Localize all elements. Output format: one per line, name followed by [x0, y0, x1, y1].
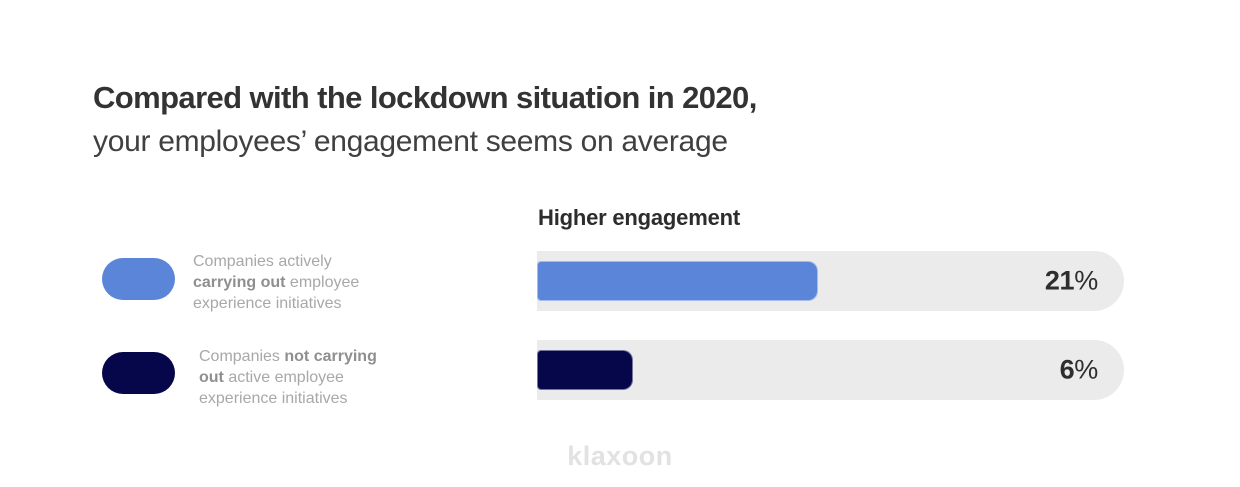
legend-swatch-not-carrying-out [102, 352, 175, 394]
legend-label-carrying-out: Companies actively carrying out employee… [193, 251, 433, 314]
bar-fill-carrying-out [537, 261, 819, 301]
bar-track-not-carrying-out: 6% [537, 340, 1124, 400]
bar-value-number: 6 [1059, 354, 1075, 385]
bar-value-not-carrying-out: 6% [1059, 354, 1099, 386]
bar-value-number: 21 [1044, 265, 1075, 296]
bar-track-carrying-out: 21% [537, 251, 1124, 311]
bar-value-percent-sign: % [1074, 354, 1098, 385]
page-title: Compared with the lockdown situation in … [93, 80, 757, 115]
bar-value-carrying-out: 21% [1045, 266, 1098, 297]
legend-text-segment-bold: carrying out [193, 274, 286, 291]
legend-label-not-carrying-out: Companies not carrying out active employ… [199, 346, 439, 409]
klaxoon-logo: klaxoon [567, 441, 673, 471]
legend-text-segment-bold: not carrying out [199, 348, 377, 386]
chart-title: Higher engagement [538, 205, 740, 230]
legend-text-segment: active employee experience initiatives [199, 369, 348, 407]
bar-fill-not-carrying-out [537, 350, 634, 390]
legend-swatch-carrying-out [102, 258, 175, 300]
legend-text-segment: employee experience initiatives [193, 274, 360, 312]
legend-text-segment: Companies [199, 348, 285, 365]
bar-value-percent-sign: % [1074, 265, 1098, 296]
page-subtitle: your employees’ engagement seems on aver… [93, 125, 728, 158]
page-title-block: Compared with the lockdown situation in … [93, 82, 757, 157]
legend-text-segment: Companies actively [193, 253, 332, 270]
